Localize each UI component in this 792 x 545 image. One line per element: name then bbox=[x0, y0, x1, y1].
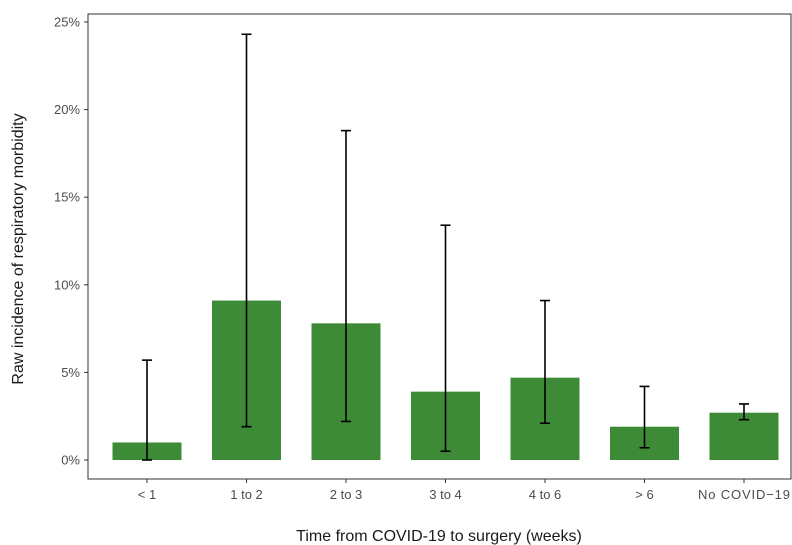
y-tick-label: 15% bbox=[54, 190, 80, 205]
y-tick-label: 5% bbox=[61, 365, 80, 380]
x-axis: < 1 1 to 2 2 to 3 3 to 4 4 to 6 > 6 No COVID−1… bbox=[138, 479, 790, 502]
x-tick-label: < 1 bbox=[138, 487, 156, 502]
x-tick-label: 1 to 2 bbox=[230, 487, 263, 502]
bars-group bbox=[112, 300, 779, 460]
error-bar-3 bbox=[440, 224, 451, 453]
x-tick-label: No COVID−19 bbox=[698, 487, 790, 502]
y-tick-label: 25% bbox=[54, 15, 80, 30]
x-tick-label: 4 to 6 bbox=[529, 487, 562, 502]
panel-border bbox=[87, 13, 792, 480]
error-bar-2 bbox=[341, 129, 351, 423]
y-tick-label: 10% bbox=[54, 277, 80, 292]
error-bar-5 bbox=[639, 385, 650, 449]
error-bar-0 bbox=[142, 359, 152, 461]
x-axis-title: Time from COVID-19 to surgery (weeks) bbox=[296, 528, 582, 545]
bar-6 bbox=[709, 412, 779, 460]
y-tick-label: 20% bbox=[54, 102, 80, 117]
y-axis: 0% 5% 10% 15% 20% 25% bbox=[54, 15, 88, 468]
x-tick-label: 3 to 4 bbox=[429, 487, 462, 502]
y-tick-label: 0% bbox=[61, 453, 80, 468]
y-axis-title: Raw incidence of respiratory morbidity bbox=[10, 113, 27, 384]
error-bar-1 bbox=[241, 33, 252, 428]
error-bar-6 bbox=[739, 403, 749, 421]
error-bar-4 bbox=[540, 299, 550, 425]
x-tick-label: > 6 bbox=[635, 487, 653, 502]
x-tick-label: 2 to 3 bbox=[330, 487, 363, 502]
error-bars-group bbox=[142, 33, 749, 461]
